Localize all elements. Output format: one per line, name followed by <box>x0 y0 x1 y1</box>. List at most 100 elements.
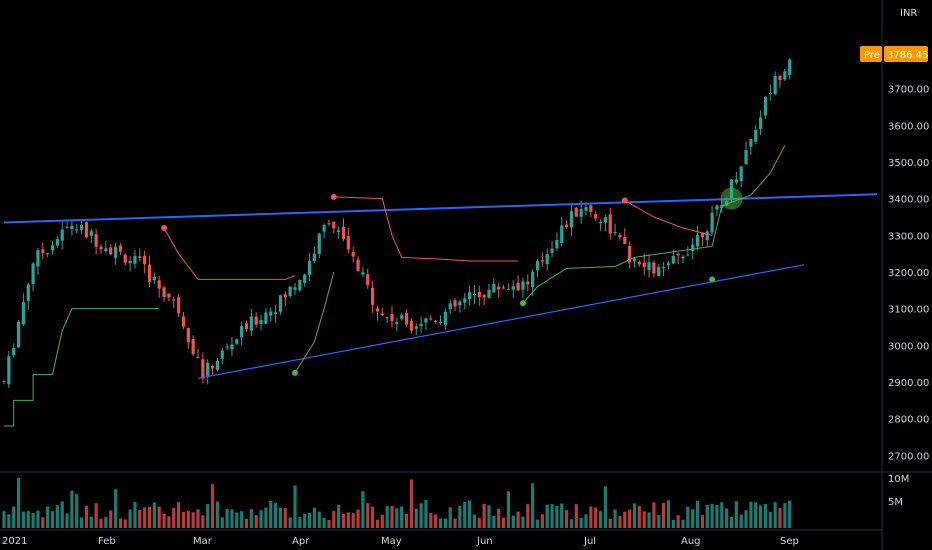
volume-bar <box>729 516 734 528</box>
candle-body <box>327 223 331 225</box>
candle-body <box>438 321 443 324</box>
candle-body <box>526 281 530 285</box>
volume-bar <box>147 506 152 528</box>
volume-bar <box>637 506 641 528</box>
candle-body <box>332 221 336 229</box>
volume-bar <box>346 512 350 528</box>
volume-bar <box>710 503 714 528</box>
candle-body <box>307 260 312 275</box>
time-tick-label: Mar <box>193 536 213 547</box>
volume-bar <box>594 507 598 528</box>
volume-bar <box>210 484 215 528</box>
candle-body <box>511 286 515 290</box>
candles-layer <box>2 58 792 388</box>
volume-bar <box>734 501 738 528</box>
candle-body <box>429 318 433 320</box>
volume-bar <box>31 512 35 528</box>
candle-body <box>138 256 142 258</box>
candle-body <box>346 236 350 250</box>
candle-body <box>487 289 491 298</box>
volume-bar <box>754 502 758 528</box>
volume-bar <box>385 505 389 528</box>
volume-bar <box>720 502 724 528</box>
candle-body <box>118 245 122 252</box>
volume-bar <box>400 506 404 528</box>
time-axis[interactable]: 2021 Feb Mar Apr May Jun Jul Aug Sep <box>2 536 799 547</box>
candle-body <box>269 311 273 316</box>
volume-bar <box>143 507 147 528</box>
volume-bar <box>283 508 287 528</box>
volume-bar <box>94 503 98 528</box>
volume-bar <box>128 509 132 528</box>
volume-bar <box>739 514 743 528</box>
candle-body <box>560 225 564 243</box>
volume-bar <box>46 506 50 528</box>
candle-body <box>613 232 617 234</box>
candle-body <box>26 284 30 301</box>
volume-bar <box>763 504 768 528</box>
signal-dot <box>330 193 337 200</box>
candle-body <box>506 288 510 290</box>
volume-bar <box>438 518 443 528</box>
time-tick-label: Apr <box>292 536 310 547</box>
price-tick-label: 3500.00 <box>888 158 929 169</box>
candle-body <box>220 350 224 359</box>
candle-body <box>390 314 394 322</box>
price-axis[interactable]: 2700.00 2800.00 2900.00 3000.00 3100.00 3200.… <box>888 85 929 463</box>
candle-body <box>584 207 588 211</box>
candle-body <box>550 248 554 253</box>
volume-bar <box>41 517 45 528</box>
candle-body <box>468 292 472 300</box>
volume-bar <box>21 511 25 528</box>
currency-label: INR <box>900 8 917 19</box>
candle-body <box>589 205 593 212</box>
volume-bar <box>118 518 122 528</box>
candle-body <box>244 323 249 330</box>
trail-stop-up-2 <box>294 271 335 374</box>
volume-bar <box>628 509 632 528</box>
candle-body <box>535 260 540 271</box>
volume-bar <box>60 501 64 528</box>
overlays-layer <box>3 145 878 427</box>
volume-bar <box>2 511 6 528</box>
volume-bar <box>172 508 176 528</box>
volume-bar <box>574 504 578 528</box>
candle-body <box>404 312 409 325</box>
candle-body <box>681 256 685 259</box>
candle-body <box>453 300 457 307</box>
volume-bar <box>516 511 520 528</box>
candle-body <box>123 254 127 263</box>
volume-bar <box>375 519 380 528</box>
candle-body <box>594 213 598 219</box>
volume-bar <box>390 505 394 528</box>
candle-body <box>642 262 646 268</box>
candle-body <box>618 234 622 238</box>
volume-bar <box>109 510 113 528</box>
volume-bar <box>477 518 481 528</box>
volume-bar <box>312 507 316 528</box>
candle-body <box>12 347 16 356</box>
candle-body <box>172 299 176 301</box>
candle-body <box>710 212 714 233</box>
volume-bar <box>773 502 777 528</box>
time-tick-label: Jun <box>476 536 493 547</box>
breakout-marker <box>720 187 743 210</box>
candle-body <box>516 282 520 291</box>
signal-dot <box>161 225 168 231</box>
volume-bar <box>623 511 627 528</box>
volume-bar <box>569 519 574 528</box>
volume-bar <box>453 518 457 528</box>
candle-body <box>254 316 258 325</box>
volume-bar <box>647 512 651 528</box>
volume-bar <box>89 516 93 528</box>
volume-bar <box>540 514 544 528</box>
candle-body <box>574 207 578 217</box>
candle-body <box>419 323 423 326</box>
candle-body <box>375 308 380 312</box>
candle-body <box>482 295 486 298</box>
candle-body <box>104 248 108 252</box>
candle-body <box>235 339 239 344</box>
candle-body <box>759 117 763 129</box>
price-tick-label: 3100.00 <box>888 305 929 316</box>
